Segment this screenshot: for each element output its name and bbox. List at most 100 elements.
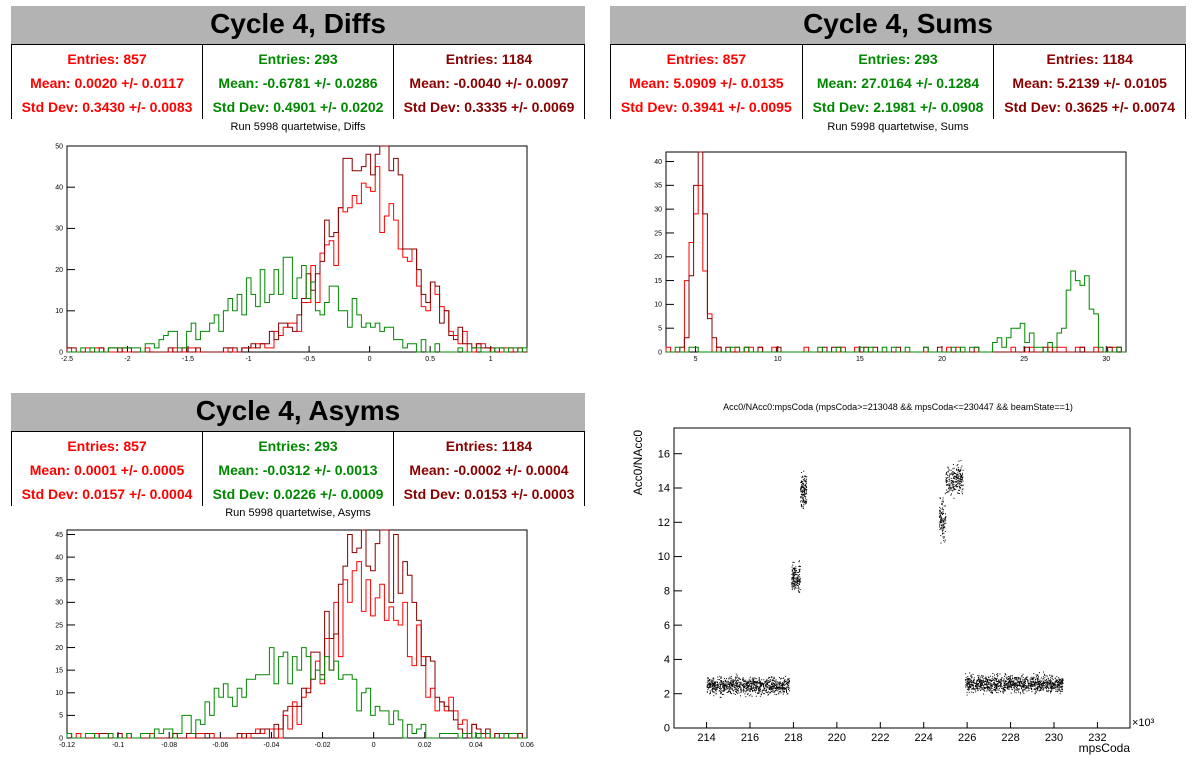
scatter-point (1041, 684, 1043, 686)
y-tick-label: 40 (654, 159, 662, 166)
scatter-point (755, 691, 757, 693)
scatter-point (946, 481, 948, 483)
scatter-point (1034, 684, 1036, 686)
scatter-point (942, 527, 944, 529)
scatter-point (800, 496, 802, 498)
scatter-point (1043, 688, 1045, 690)
scatter-point (1003, 681, 1005, 683)
scatter-point (1018, 682, 1020, 684)
x-tick-label: 230 (1045, 732, 1063, 744)
asyms-series-2 (66, 529, 527, 739)
scatter-point (714, 688, 716, 690)
scatter-point (986, 685, 988, 687)
scatter-point (713, 695, 715, 697)
scatter-point (976, 681, 978, 683)
scatter-point (996, 683, 998, 685)
scatter-point (1050, 692, 1052, 694)
scatter-point (742, 679, 744, 681)
scatter-point (785, 687, 787, 689)
scatter-point (798, 575, 800, 577)
scatter-point (805, 481, 807, 483)
scatter-point (1050, 677, 1052, 679)
y-tick-label: 10 (55, 690, 63, 697)
scatter-point (1012, 678, 1014, 680)
scatter-point (968, 684, 970, 686)
x-tick-label: -0.08 (161, 742, 177, 749)
asyms-frame (66, 529, 528, 739)
scatter-point (945, 480, 947, 482)
scatter-point (939, 497, 941, 499)
scatter-point (762, 683, 764, 685)
scatter-point (1048, 688, 1050, 690)
scatter-point (939, 498, 941, 500)
scatter-point (983, 681, 985, 683)
scatter-point (746, 680, 748, 682)
scatter-point (1061, 685, 1063, 687)
scatter-point (962, 480, 964, 482)
scatter-point (1002, 687, 1004, 689)
mean-label: Mean: -0.6781 +/- 0.0286 (218, 75, 378, 91)
scatter-point (948, 483, 950, 485)
scatter-point (791, 583, 793, 585)
scatter-point (1042, 683, 1044, 685)
scatter-point (780, 684, 782, 686)
scatter-point (750, 681, 752, 683)
scatter-point (729, 681, 731, 683)
scatter-point (1051, 686, 1053, 688)
scatter-point (959, 482, 961, 484)
scatter-point (740, 689, 742, 691)
scatter-point (977, 683, 979, 685)
scatter-point (791, 572, 793, 574)
scatter-point (753, 683, 755, 685)
scatter-point (1004, 690, 1006, 692)
scatter-point (749, 688, 751, 690)
scatter-point (984, 683, 986, 685)
scatter-point (1057, 690, 1059, 692)
scatter-point (1028, 683, 1030, 685)
scatter-point (944, 493, 946, 495)
scatter-point (1015, 689, 1017, 691)
scatter-point (799, 578, 801, 580)
scatter-point (952, 463, 954, 465)
scatter-point (1049, 679, 1051, 681)
scatter-point (1057, 685, 1059, 687)
scatter-point (981, 675, 983, 677)
scatter-point (724, 685, 726, 687)
scatter-point (997, 692, 999, 694)
scatter-point (778, 688, 780, 690)
scatter-point (744, 679, 746, 681)
scatter-point (1048, 682, 1050, 684)
scatter-point (726, 688, 728, 690)
scatter-point (797, 587, 799, 589)
scatter-point (786, 682, 788, 684)
scatter-point (967, 688, 969, 690)
scatter-point (776, 681, 778, 683)
scatter-point (1005, 676, 1007, 678)
scatter-point (952, 480, 954, 482)
scatter-point (1025, 678, 1027, 680)
scatter-point (755, 695, 757, 697)
scatter-point (801, 501, 803, 503)
scatter-point (771, 689, 773, 691)
scatter-point (1041, 685, 1043, 687)
scatter-point (1058, 677, 1060, 679)
scatter-point (1011, 681, 1013, 683)
scatter-point (958, 470, 960, 472)
scatter-point (763, 685, 765, 687)
scatter-point (942, 526, 944, 528)
y-tick-label: 6 (664, 620, 670, 632)
scatter-point (743, 690, 745, 692)
scatter-point (788, 683, 790, 685)
scatter-point (981, 682, 983, 684)
scatter-point (1044, 682, 1046, 684)
scatter-point (772, 689, 774, 691)
scatter-point (751, 695, 753, 697)
scatter-point (708, 679, 710, 681)
scatter-point (948, 488, 950, 490)
scatter-point (1027, 679, 1029, 681)
scatter-point (748, 678, 750, 680)
scatter-point (804, 480, 806, 482)
scatter-point (749, 683, 751, 685)
scatter-point (957, 477, 959, 479)
scatter-point (772, 679, 774, 681)
